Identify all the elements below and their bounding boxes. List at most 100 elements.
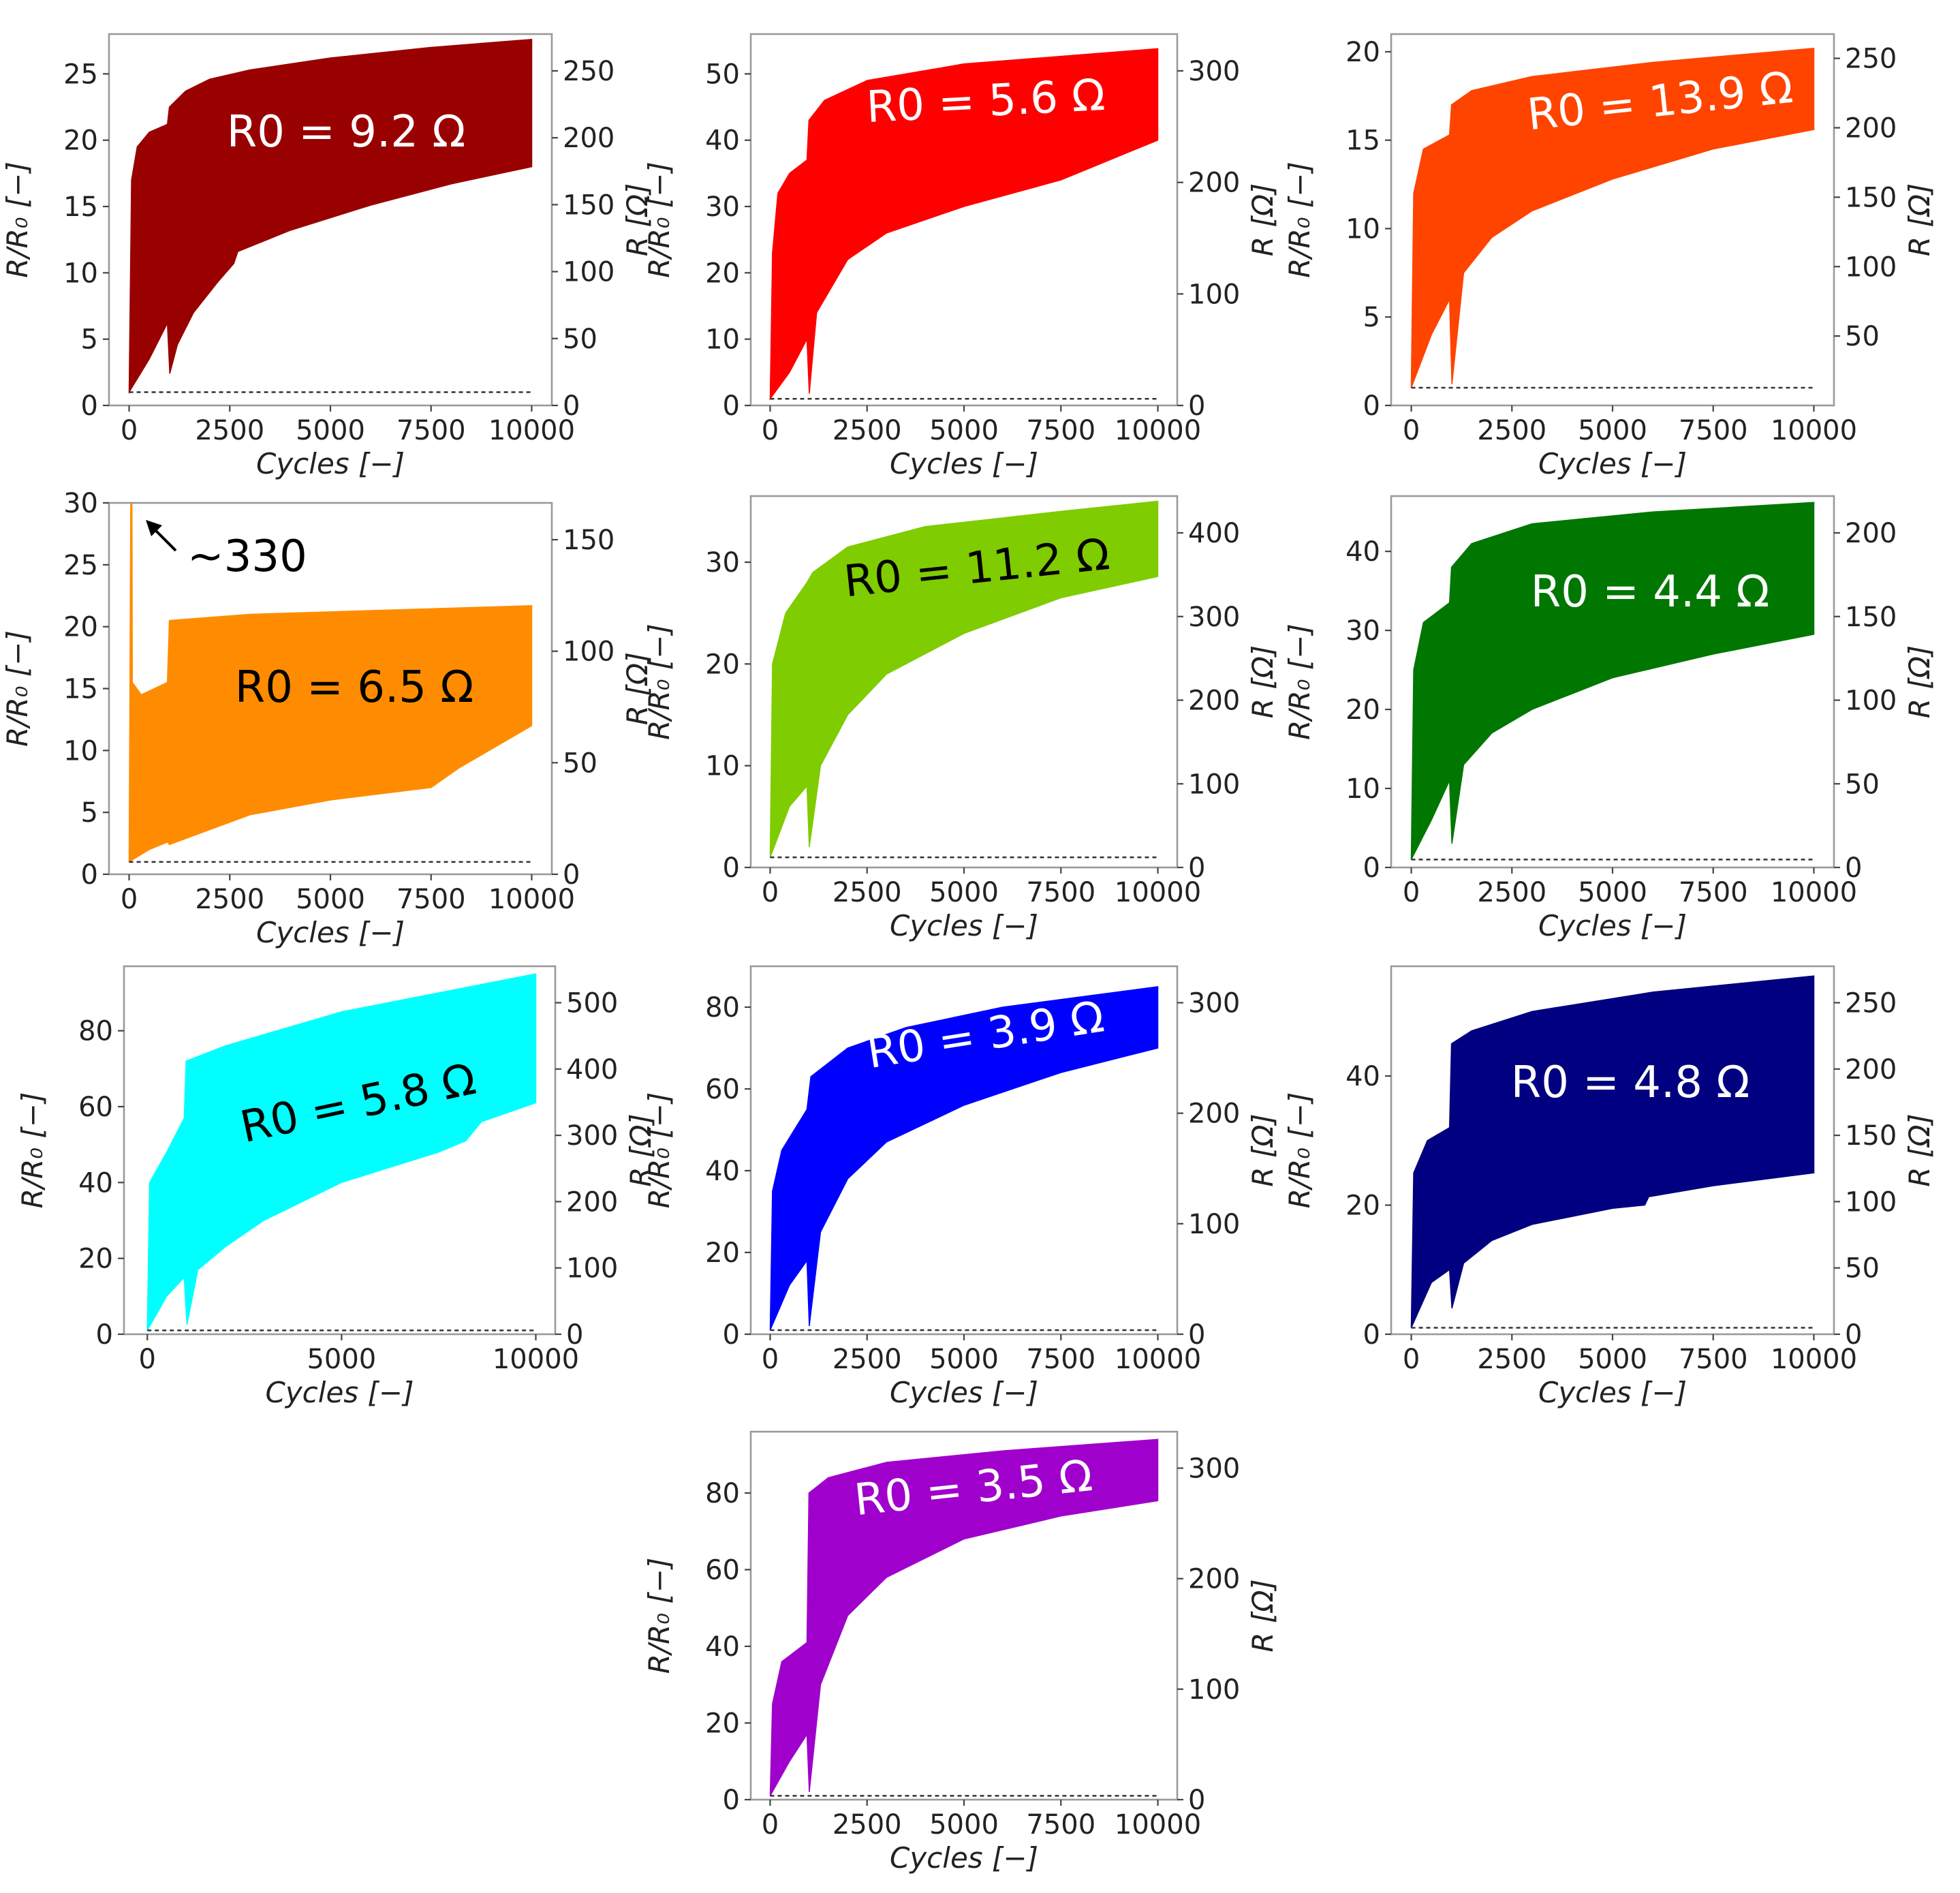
- x-tick-label: 10000: [1771, 877, 1857, 908]
- y-tick-label: 20: [1345, 37, 1380, 68]
- y-tick-label: 15: [1345, 125, 1380, 157]
- y-tick-label: 10: [1345, 213, 1380, 245]
- data-band: [1410, 975, 1815, 1328]
- x-tick-label: 7500: [1026, 1344, 1095, 1375]
- y2-tick-label: 0: [566, 1319, 583, 1351]
- x-tick-label: 0: [762, 415, 779, 446]
- y-tick-label: 10: [63, 735, 98, 767]
- chart-panel-7: 0 5000 100000204060800100200300400500Cycle…: [16, 965, 657, 1409]
- y-tick-label: 40: [78, 1167, 113, 1199]
- y2-tick-label: 0: [1188, 1785, 1205, 1816]
- x-tick-label: 10000: [488, 415, 575, 446]
- y2-tick-label: 0: [563, 859, 580, 891]
- data-band: [769, 1438, 1159, 1796]
- data-band: [146, 973, 537, 1331]
- y2-tick-label: 300: [1188, 1453, 1240, 1485]
- y2-tick-label: 0: [1188, 390, 1205, 422]
- chart-panel-6: 0 2500 5000 7500 10000010203040050100150200C…: [1283, 495, 1936, 942]
- y2-tick-label: 100: [563, 257, 615, 288]
- y2-tick-label: 100: [1845, 251, 1897, 283]
- y2-tick-label: 100: [1188, 1209, 1240, 1240]
- x-tick-label: 2500: [1477, 877, 1546, 908]
- y2-tick-label: 150: [1845, 602, 1897, 633]
- x-tick-label: 5000: [1578, 877, 1647, 908]
- x-tick-label: 2500: [1477, 415, 1546, 446]
- y2-tick-label: 150: [1845, 1120, 1897, 1152]
- x-tick-label: 10000: [488, 884, 575, 915]
- y-tick-label: 40: [705, 1156, 740, 1187]
- chart-panel-3: 0 2500 5000 7500 10000 0 5 10 15 20 50 100 150 200 250…: [1283, 33, 1936, 480]
- x-tick-label: 2500: [1477, 1344, 1546, 1375]
- x-tick-label: 10000: [1115, 415, 1201, 446]
- y-tick-label: 30: [705, 547, 740, 579]
- y-axis-label: R/R₀ [−]: [16, 1092, 49, 1209]
- data-band: [769, 500, 1159, 858]
- x-tick-label: 5000: [1578, 1344, 1647, 1375]
- y-tick-label: 40: [1345, 536, 1380, 568]
- x-axis-label: Cycles [−]: [1538, 1376, 1687, 1409]
- y-tick-label: 0: [723, 390, 740, 422]
- y-tick-label: 20: [705, 1237, 740, 1269]
- y-tick-label: 30: [1345, 615, 1380, 647]
- x-tick-label: 0: [1403, 1344, 1420, 1375]
- y2-axis-label: R [Ω]: [1903, 183, 1936, 256]
- y2-tick-label: 50: [563, 748, 597, 779]
- y-tick-label: 0: [1363, 1319, 1380, 1351]
- chart-panel-8: 0 2500 5000 7500 100000204060800100200300Cyc…: [642, 965, 1279, 1409]
- data-band: [128, 38, 533, 395]
- x-tick-label: 5000: [929, 1809, 999, 1841]
- x-axis-label: Cycles [−]: [266, 1376, 414, 1409]
- chart-panel-2: 0 2500 5000 7500 10000010203040500100200300C…: [642, 33, 1279, 480]
- y-tick-label: 0: [1363, 852, 1380, 884]
- y-tick-label: 0: [723, 1319, 740, 1351]
- chart-panel-10: 0 2500 5000 7500 100000204060800100200300Cyc…: [642, 1430, 1279, 1875]
- y-tick-label: 5: [81, 324, 98, 356]
- x-tick-label: 5000: [1578, 415, 1647, 446]
- y-tick-label: 60: [78, 1092, 113, 1123]
- x-tick-label: 0: [1403, 877, 1420, 908]
- y2-tick-label: 200: [1845, 113, 1897, 144]
- y-tick-label: 0: [81, 859, 98, 891]
- x-tick-label: 5000: [296, 884, 365, 915]
- y2-tick-label: 100: [566, 1253, 618, 1284]
- y-tick-label: 60: [705, 1555, 740, 1586]
- y-tick-label: 60: [705, 1074, 740, 1105]
- y2-tick-label: 250: [1845, 44, 1897, 75]
- x-tick-label: 7500: [1679, 1344, 1748, 1375]
- r0-annotation: R0 = 4.4 Ω: [1531, 567, 1770, 617]
- y2-tick-label: 200: [563, 123, 615, 154]
- x-tick-label: 5000: [929, 877, 999, 908]
- y2-tick-label: 100: [1845, 686, 1897, 717]
- chart-panel-4: 0 2500 5000 7500 10000051015202530050100150C…: [1, 488, 654, 949]
- y-tick-label: 10: [705, 751, 740, 782]
- y2-axis-label: R [Ω]: [1903, 645, 1936, 718]
- x-tick-label: 0: [138, 1344, 155, 1375]
- y-tick-label: 40: [705, 1631, 740, 1663]
- y2-tick-label: 500: [566, 988, 618, 1019]
- x-tick-label: 10000: [1771, 415, 1857, 446]
- y2-tick-label: 100: [1845, 1186, 1897, 1218]
- y-tick-label: 20: [63, 612, 98, 643]
- x-axis-label: Cycles [−]: [890, 1376, 1038, 1409]
- y2-axis-label: R [Ω]: [1246, 1113, 1279, 1186]
- data-band: [769, 986, 1159, 1331]
- y2-tick-label: 200: [1188, 686, 1240, 717]
- x-axis-label: Cycles [−]: [256, 916, 405, 949]
- x-axis-label: Cycles [−]: [890, 447, 1038, 480]
- y2-axis-label: R [Ω]: [1246, 183, 1279, 256]
- x-tick-label: 0: [762, 877, 779, 908]
- data-band: [769, 48, 1159, 401]
- chart-panel-5: 0 2500 5000 7500 1000001020300100200300400Cy…: [642, 495, 1279, 942]
- y2-tick-label: 50: [1845, 321, 1880, 352]
- y-tick-label: 20: [1345, 694, 1380, 726]
- x-tick-label: 2500: [833, 1344, 902, 1375]
- data-band: [128, 503, 533, 863]
- y-axis-label: R/R₀ [−]: [1283, 624, 1316, 740]
- y-tick-label: 25: [63, 550, 98, 581]
- x-tick-label: 2500: [833, 877, 902, 908]
- x-tick-label: 7500: [396, 884, 466, 915]
- y-tick-label: 25: [63, 59, 98, 90]
- y-axis-label: R/R₀ [−]: [642, 161, 676, 278]
- r0-annotation: R0 = 6.5 Ω: [235, 662, 474, 713]
- y2-tick-label: 250: [563, 56, 615, 87]
